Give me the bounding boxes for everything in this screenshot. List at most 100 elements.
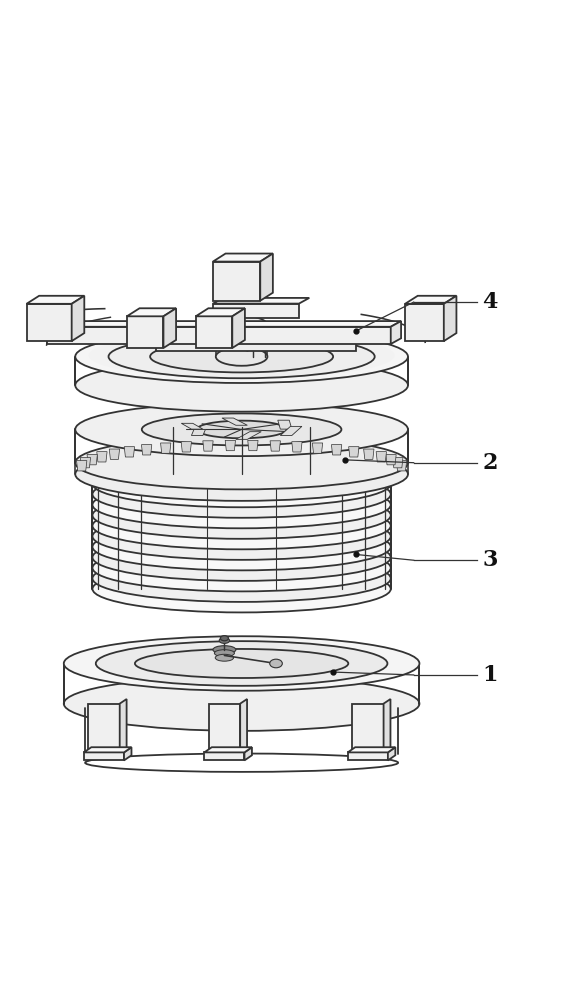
- Polygon shape: [87, 454, 97, 465]
- Polygon shape: [396, 461, 407, 471]
- Ellipse shape: [93, 439, 391, 486]
- Polygon shape: [331, 445, 342, 455]
- Ellipse shape: [75, 436, 408, 489]
- Polygon shape: [26, 296, 85, 304]
- Ellipse shape: [220, 636, 228, 641]
- Ellipse shape: [93, 481, 391, 528]
- Polygon shape: [26, 304, 72, 341]
- Polygon shape: [181, 423, 203, 429]
- Polygon shape: [236, 432, 261, 439]
- Ellipse shape: [96, 641, 388, 686]
- Polygon shape: [281, 426, 302, 436]
- Polygon shape: [47, 327, 391, 344]
- Polygon shape: [391, 321, 401, 344]
- Polygon shape: [156, 334, 356, 351]
- Polygon shape: [240, 699, 247, 752]
- Polygon shape: [97, 452, 107, 462]
- Polygon shape: [376, 452, 386, 462]
- Text: 4: 4: [482, 291, 498, 313]
- Polygon shape: [181, 442, 191, 452]
- Polygon shape: [244, 747, 252, 760]
- Polygon shape: [248, 440, 258, 451]
- Polygon shape: [84, 747, 132, 752]
- Polygon shape: [348, 752, 388, 760]
- Ellipse shape: [93, 523, 391, 570]
- Polygon shape: [204, 747, 252, 752]
- Polygon shape: [405, 296, 457, 304]
- Polygon shape: [270, 441, 281, 451]
- Ellipse shape: [197, 421, 286, 438]
- Polygon shape: [124, 747, 132, 760]
- Polygon shape: [444, 296, 457, 341]
- Polygon shape: [363, 449, 374, 459]
- Polygon shape: [204, 752, 244, 760]
- Polygon shape: [405, 304, 444, 341]
- Text: 2: 2: [482, 452, 498, 474]
- Polygon shape: [76, 461, 87, 471]
- Ellipse shape: [142, 413, 342, 445]
- Ellipse shape: [93, 492, 391, 539]
- Polygon shape: [213, 262, 260, 301]
- Ellipse shape: [75, 359, 408, 412]
- Ellipse shape: [216, 316, 267, 334]
- Polygon shape: [393, 458, 403, 468]
- Ellipse shape: [109, 335, 375, 378]
- Polygon shape: [88, 704, 120, 752]
- Polygon shape: [213, 298, 309, 304]
- Polygon shape: [348, 447, 359, 457]
- Ellipse shape: [214, 650, 235, 657]
- Ellipse shape: [93, 544, 391, 591]
- Polygon shape: [352, 704, 384, 752]
- Text: 1: 1: [482, 664, 498, 686]
- Polygon shape: [232, 308, 245, 348]
- Polygon shape: [292, 442, 302, 452]
- Polygon shape: [141, 445, 152, 455]
- Polygon shape: [386, 454, 396, 465]
- Polygon shape: [352, 748, 390, 752]
- Polygon shape: [81, 458, 91, 468]
- Ellipse shape: [93, 555, 391, 602]
- Ellipse shape: [219, 638, 229, 643]
- Ellipse shape: [93, 460, 391, 507]
- Polygon shape: [222, 418, 247, 425]
- Polygon shape: [124, 447, 135, 457]
- Polygon shape: [348, 747, 396, 752]
- Ellipse shape: [93, 534, 391, 581]
- Polygon shape: [127, 316, 163, 348]
- Polygon shape: [160, 443, 171, 453]
- Polygon shape: [312, 443, 323, 453]
- Polygon shape: [384, 699, 390, 752]
- Ellipse shape: [216, 347, 267, 366]
- Polygon shape: [203, 441, 213, 451]
- Ellipse shape: [270, 659, 282, 668]
- Polygon shape: [213, 254, 273, 262]
- Polygon shape: [388, 747, 396, 760]
- Ellipse shape: [93, 450, 391, 497]
- Polygon shape: [72, 296, 85, 341]
- Polygon shape: [225, 440, 236, 451]
- Ellipse shape: [75, 403, 408, 456]
- Ellipse shape: [75, 448, 408, 501]
- Ellipse shape: [64, 676, 419, 731]
- Ellipse shape: [150, 341, 333, 372]
- Polygon shape: [120, 699, 126, 752]
- Polygon shape: [196, 316, 232, 348]
- Ellipse shape: [213, 646, 236, 654]
- Ellipse shape: [75, 330, 408, 383]
- Polygon shape: [260, 254, 273, 301]
- Polygon shape: [196, 308, 245, 316]
- Ellipse shape: [64, 636, 419, 691]
- Polygon shape: [88, 748, 126, 752]
- Text: 3: 3: [482, 549, 498, 571]
- Polygon shape: [163, 308, 176, 348]
- Ellipse shape: [93, 502, 391, 549]
- Ellipse shape: [93, 471, 391, 518]
- Polygon shape: [213, 304, 299, 318]
- Ellipse shape: [93, 513, 391, 560]
- Ellipse shape: [89, 332, 394, 379]
- Ellipse shape: [93, 565, 391, 612]
- Polygon shape: [209, 748, 247, 752]
- Ellipse shape: [135, 649, 348, 678]
- Ellipse shape: [215, 654, 233, 661]
- Polygon shape: [84, 752, 124, 760]
